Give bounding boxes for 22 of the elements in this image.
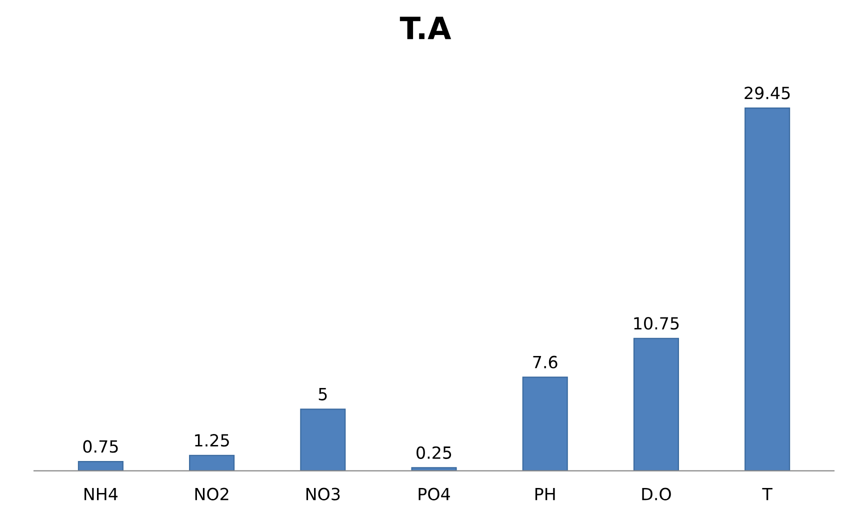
bar [744,108,790,471]
data-label: 0.25 [416,446,452,459]
data-label: 5 [318,388,327,400]
chart-title: T.A [400,16,452,40]
bar [78,461,124,471]
x-tick-label: NO2 [195,488,228,500]
data-label: 29.45 [744,86,790,100]
data-label: 10.75 [634,317,679,330]
x-tick-label: T [762,488,772,500]
data-label: 1.25 [195,434,229,447]
bar [522,376,568,471]
x-tick-label: NH4 [84,488,118,500]
data-label: 7.6 [533,356,558,368]
bar [300,408,346,471]
x-tick-label: D.O [642,488,671,500]
bar [633,338,679,471]
x-tick-label: PO4 [418,488,450,500]
x-tick-label: NO3 [306,488,340,500]
bar [411,467,457,471]
x-tick-label: PH [535,488,555,500]
bar [189,454,235,471]
data-label: 0.75 [83,440,118,453]
